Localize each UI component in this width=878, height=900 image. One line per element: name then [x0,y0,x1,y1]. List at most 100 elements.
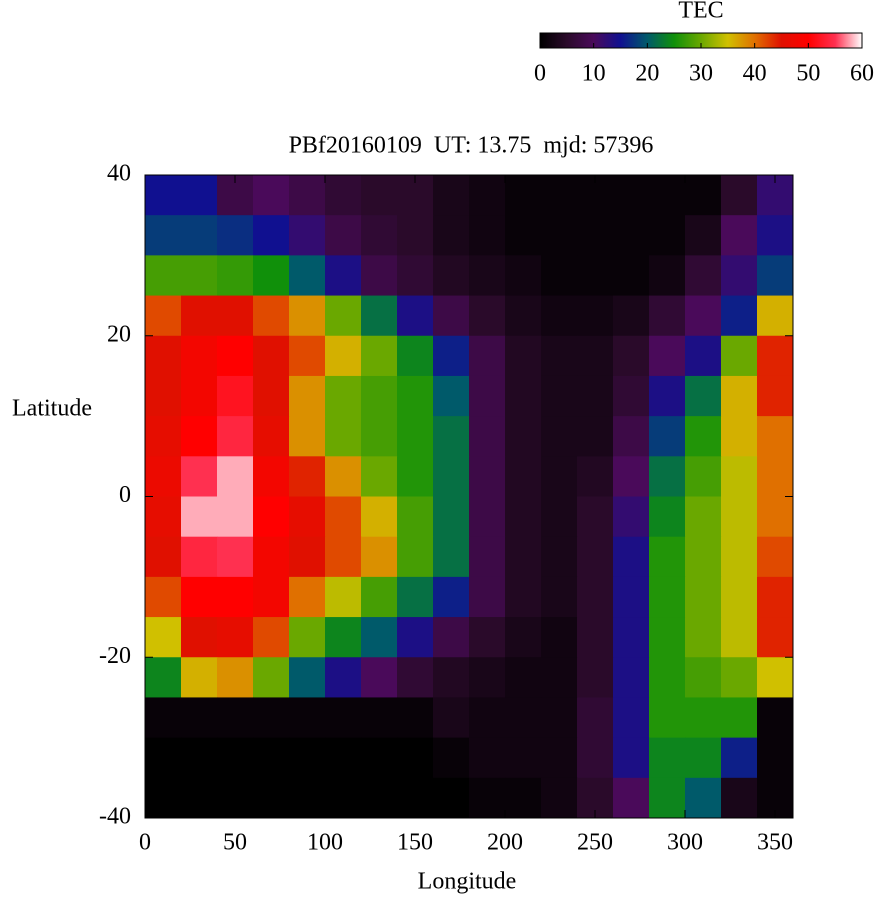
heatmap-cell [505,496,542,538]
heatmap-cell [289,496,326,538]
heatmap-cell [757,416,794,457]
heatmap-cell [505,416,542,457]
heatmap-cell [469,215,506,256]
heatmap-cell [289,536,326,578]
heatmap-cell [397,456,434,497]
heatmap-cell [253,295,290,337]
heatmap-cell [541,777,578,819]
heatmap-cell [325,777,362,819]
y-tick-label: 0 [119,482,131,508]
heatmap-cell [505,175,542,216]
x-tick-label: 200 [487,830,523,856]
heatmap-cell [469,777,506,819]
heatmap-cell [577,375,614,417]
heatmap-cell [577,496,614,538]
heatmap-cell [649,617,686,658]
heatmap-cell [685,536,722,578]
heatmap-cell [325,215,362,256]
heatmap-cell [649,215,686,256]
x-tick-label: 350 [757,830,793,856]
heatmap-cell [721,536,758,578]
heatmap-cell [289,375,326,417]
heatmap-cell [433,777,470,819]
heatmap-cell [433,295,470,337]
heatmap-cell [469,255,506,297]
heatmap-cell [613,255,650,297]
heatmap-cell [433,456,470,497]
heatmap-cell [757,215,794,256]
heatmap-cell [361,496,398,538]
heatmap-cell [613,456,650,497]
heatmap-cell [361,536,398,578]
heatmap-cell [181,777,218,819]
x-tick-label: 0 [139,830,151,856]
heatmap-cell [757,456,794,497]
heatmap-cell [253,496,290,538]
heatmap-cell [361,416,398,457]
heatmap-cell [361,375,398,417]
heatmap-cell [505,295,542,337]
heatmap-cell [541,657,578,698]
heatmap-cell [721,657,758,698]
colorbar-tick-label: 20 [635,61,659,87]
heatmap-cell [325,255,362,297]
heatmap-cell [721,416,758,457]
heatmap-cell [217,416,254,457]
heatmap-cell [685,697,722,739]
heatmap-cell [361,737,398,779]
heatmap-cell [433,375,470,417]
heatmap-cell [217,496,254,538]
heatmap-cell [649,697,686,739]
heatmap-cell [289,617,326,658]
heatmap-cell [613,657,650,698]
heatmap-cell [289,295,326,337]
colorbar-tick-label: 30 [689,61,713,87]
heatmap-cell [433,697,470,739]
heatmap-cell [577,737,614,779]
heatmap-cell [217,215,254,256]
heatmap-cell [541,335,578,377]
heatmap-cell [181,456,218,497]
colorbar-tick-label: 40 [743,61,767,87]
heatmap-cell [217,576,254,618]
heatmap-cell [613,536,650,578]
heatmap-cell [613,617,650,658]
heatmap-cell [505,536,542,578]
heatmap-cell [649,255,686,297]
heatmap-cell [469,737,506,779]
heatmap-cell [253,657,290,698]
colorbar-tick-label: 10 [582,61,606,87]
heatmap-cell [541,456,578,497]
heatmap-cell [253,335,290,377]
y-tick-label: 40 [107,161,131,187]
heatmap-cell [757,496,794,538]
heatmap-cell [469,496,506,538]
heatmap-cell [289,335,326,377]
heatmap-cell [433,335,470,377]
heatmap-cell [253,215,290,256]
heatmap-cell [757,576,794,618]
heatmap-cell [361,255,398,297]
heatmap-cell [757,697,794,739]
colorbar-tick-label: 60 [850,61,874,87]
heatmap-cell [253,416,290,457]
heatmap-cell [541,576,578,618]
x-tick-label: 100 [307,830,343,856]
heatmap-cell [433,737,470,779]
heatmap-cell [505,255,542,297]
heatmap-cell [541,175,578,216]
heatmap-cell [685,215,722,256]
heatmap-cell [541,255,578,297]
heatmap-cell [217,697,254,739]
heatmap-cell [433,175,470,216]
heatmap-cell [469,335,506,377]
heatmap-cell [217,456,254,497]
heatmap-cell [361,617,398,658]
heatmap-cell [145,175,182,216]
heatmap-cell [649,536,686,578]
heatmap-cell [613,496,650,538]
y-tick-label: -40 [99,804,131,830]
heatmap-cell [397,697,434,739]
heatmap-cell [397,657,434,698]
heatmap-cell [361,576,398,618]
